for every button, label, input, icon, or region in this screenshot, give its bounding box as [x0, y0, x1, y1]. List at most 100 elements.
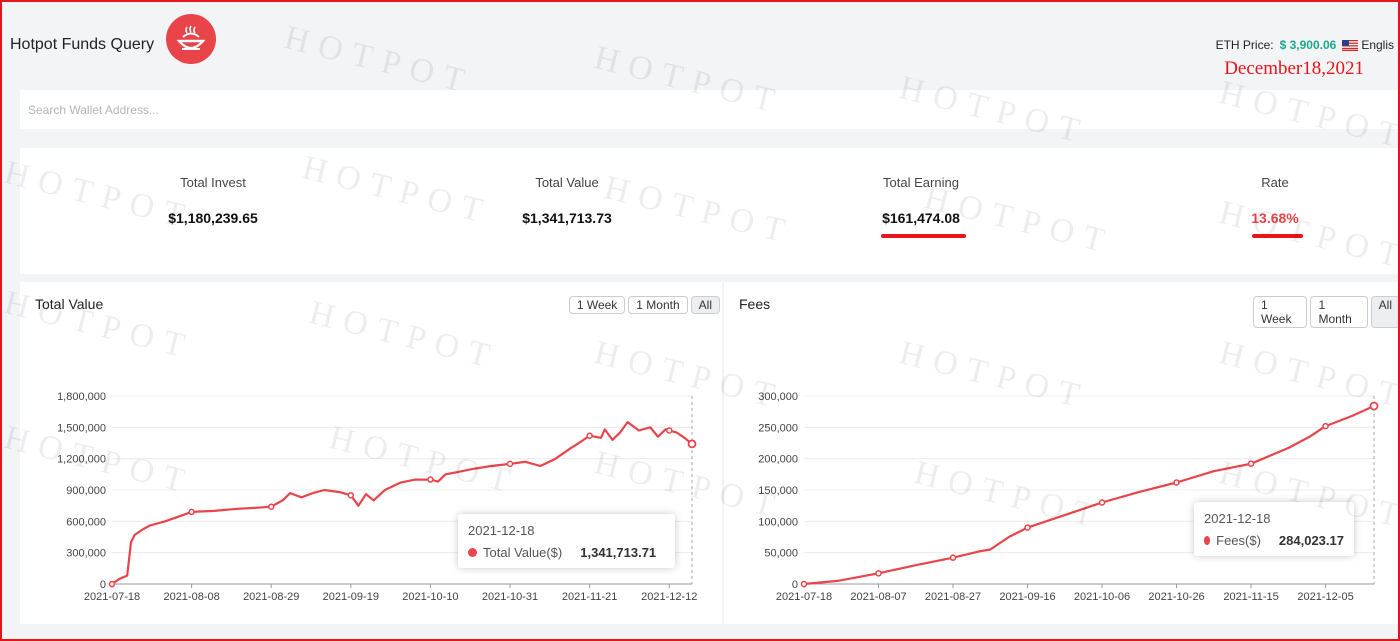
y-tick-label: 300,000 — [758, 391, 798, 403]
data-point — [1173, 479, 1180, 486]
data-point — [586, 432, 593, 439]
y-tick-label: 0 — [100, 579, 106, 591]
chart-tooltip: 2021-12-18 Total Value($) 1,341,713.71 — [458, 514, 675, 568]
stat-total-invest: Total Invest $1,180,239.65 — [83, 175, 343, 226]
stat-value: $161,474.08 — [882, 210, 960, 226]
y-tick-label: 150,000 — [758, 485, 798, 497]
x-tick-label: 2021-08-08 — [163, 591, 219, 603]
eth-price-bar: ETH Price: $ 3,900.06 Englis — [1216, 38, 1394, 52]
y-tick-label: 0 — [792, 579, 798, 591]
y-tick-label: 100,000 — [758, 516, 798, 528]
y-tick-label: 900,000 — [66, 485, 106, 497]
y-tick-label: 50,000 — [764, 548, 798, 560]
y-tick-label: 600,000 — [66, 516, 106, 528]
data-point — [267, 503, 275, 510]
y-tick-label: 1,500,000 — [57, 422, 106, 434]
data-point — [1024, 524, 1031, 531]
x-tick-label: 2021-12-12 — [641, 591, 697, 603]
data-point — [1098, 499, 1106, 506]
eth-price-label: ETH Price: — [1215, 38, 1274, 52]
data-point — [108, 580, 116, 588]
data-point — [949, 554, 957, 561]
data-point — [875, 570, 882, 577]
data-point — [666, 427, 673, 434]
data-point — [188, 508, 195, 516]
range-selector: 1 Week 1 Month All — [568, 296, 720, 314]
panel-title: Total Value — [35, 296, 104, 312]
panel-title: Fees — [739, 296, 771, 312]
x-tick-label: 2021-08-07 — [850, 591, 906, 603]
data-point — [427, 476, 434, 483]
summary-card: Total Invest $1,180,239.65 Total Value $… — [20, 148, 1398, 274]
data-point — [1322, 422, 1329, 430]
hotpot-logo — [166, 14, 216, 64]
x-tick-label: 2021-10-06 — [1074, 591, 1130, 603]
total-value-panel: Total Value 1 Week 1 Month All 0 300,000 6… — [20, 282, 722, 624]
stat-label: Total Invest — [180, 175, 246, 190]
range-1-week-button[interactable]: 1 Week — [1253, 296, 1308, 328]
fees-chart: 0 50,000 100,000 150,000 200,000 250,000 300,0… — [758, 391, 1379, 603]
data-point — [1247, 460, 1255, 467]
stat-value: $1,180,239.65 — [168, 210, 258, 226]
x-tick-label: 2021-10-26 — [1148, 591, 1204, 603]
wallet-search-input[interactable] — [20, 90, 1398, 129]
data-point — [347, 491, 355, 499]
date-annotation: December18,2021 — [1224, 58, 1364, 79]
x-tick-label: 2021-09-16 — [999, 591, 1055, 603]
range-selector: 1 Week 1 Month All — [1253, 296, 1398, 328]
fees-panel: Fees 1 Week 1 Month All 0 50,000 100,000 15… — [724, 282, 1398, 624]
stat-total-earning: Total Earning $161,474.08 — [791, 175, 1051, 226]
y-tick-label: 250,000 — [758, 422, 798, 434]
annotation-underline — [1252, 234, 1303, 238]
x-tick-label: 2021-08-29 — [243, 591, 299, 603]
series-line — [803, 404, 1375, 586]
app-title: Hotpot Funds Query — [10, 36, 155, 53]
tooltip-series: Total Value($) — [483, 545, 563, 560]
range-all-button[interactable]: All — [690, 296, 720, 314]
x-tick-label: 2021-09-19 — [323, 591, 379, 603]
stat-rate: Rate 13.68% — [1145, 175, 1398, 226]
highlight-point — [687, 439, 697, 449]
x-tick-label: 2021-12-05 — [1297, 591, 1353, 603]
stat-label: Total Earning — [883, 175, 959, 190]
stat-value: $1,341,713.73 — [522, 210, 612, 226]
search-bar — [20, 90, 1398, 129]
annotation-underline — [881, 234, 966, 238]
tooltip-value: 1,341,713.71 — [580, 545, 657, 560]
x-tick-label: 2021-08-27 — [925, 591, 981, 603]
series-line — [111, 421, 693, 585]
tooltip-value: 284,023.17 — [1278, 533, 1344, 548]
series-dot-icon — [468, 548, 477, 557]
y-tick-label: 1,800,000 — [57, 391, 106, 403]
x-tick-label: 2021-11-15 — [1223, 591, 1278, 603]
range-1-week-button[interactable]: 1 Week — [568, 296, 626, 314]
x-tick-label: 2021-07-18 — [84, 591, 140, 603]
range-all-button[interactable]: All — [1370, 296, 1398, 328]
language-label: Englis — [1361, 38, 1394, 52]
stat-value: 13.68% — [1251, 210, 1299, 226]
total-value-chart: 0 300,000 600,000 900,000 1,200,000 1,500,000… — [57, 391, 697, 603]
eth-price-value: $ 3,900.06 — [1279, 38, 1337, 52]
x-tick-label: 2021-11-21 — [562, 591, 617, 603]
tooltip-series: Fees($) — [1216, 533, 1261, 548]
stat-label: Rate — [1261, 175, 1289, 190]
us-flag-icon — [1342, 39, 1359, 51]
y-tick-label: 300,000 — [66, 548, 106, 560]
tooltip-date: 2021-12-18 — [1204, 511, 1271, 526]
tooltip-date: 2021-12-18 — [468, 523, 535, 538]
y-tick-label: 1,200,000 — [57, 454, 106, 466]
data-point — [506, 460, 514, 468]
range-1-month-button[interactable]: 1 Month — [1310, 296, 1368, 328]
language-selector[interactable]: Englis — [1342, 38, 1394, 52]
x-tick-label: 2021-07-18 — [776, 591, 832, 603]
x-tick-label: 2021-10-31 — [482, 591, 538, 603]
stat-label: Total Value — [535, 175, 599, 190]
stat-total-value: Total Value $1,341,713.73 — [437, 175, 697, 226]
chart-tooltip: 2021-12-18 Fees($) 284,023.17 — [1194, 502, 1354, 556]
data-point — [800, 580, 808, 588]
range-1-month-button[interactable]: 1 Month — [628, 296, 688, 314]
hotpot-bowl-icon — [176, 25, 206, 50]
highlight-point — [1369, 401, 1379, 411]
y-tick-label: 200,000 — [758, 454, 798, 466]
x-tick-label: 2021-10-10 — [402, 591, 458, 603]
